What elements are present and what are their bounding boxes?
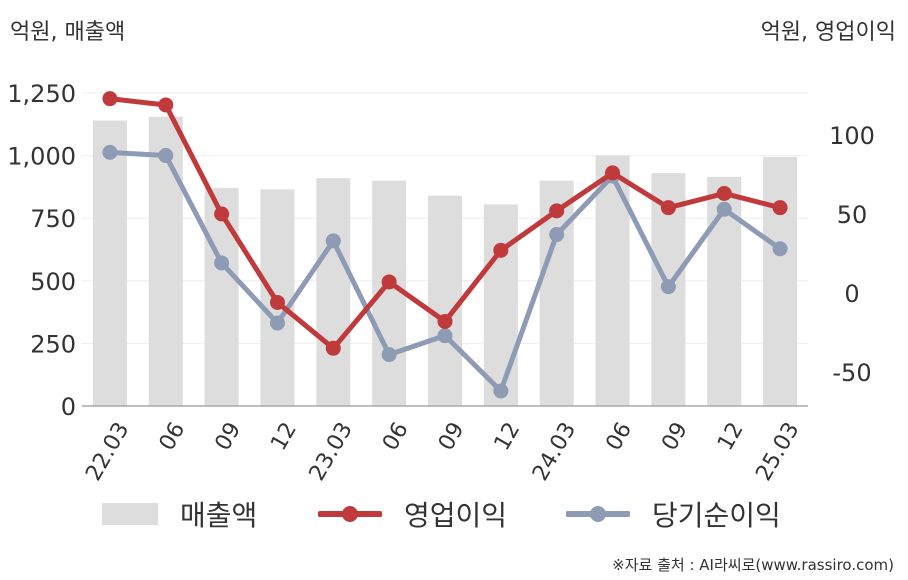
net-income-point bbox=[269, 315, 285, 331]
bar bbox=[428, 195, 462, 406]
operating-profit-point bbox=[269, 294, 285, 310]
legend-swatch-net-income bbox=[566, 506, 630, 522]
right-tick-label: -50 bbox=[832, 359, 871, 387]
operating-profit-point bbox=[660, 200, 676, 216]
right-tick-label: 50 bbox=[837, 201, 868, 229]
net-income-point bbox=[772, 241, 788, 257]
x-tick-label: 12 bbox=[266, 418, 302, 455]
bar bbox=[483, 204, 518, 406]
left-tick-label: 0 bbox=[61, 393, 76, 421]
net-income-point bbox=[214, 255, 230, 271]
left-tick-label: 1,250 bbox=[7, 80, 76, 108]
operating-profit-point bbox=[772, 200, 788, 216]
legend-item-operating-profit: 영업이익 bbox=[318, 494, 507, 534]
bar bbox=[148, 116, 183, 407]
legend-item-revenue: 매출액 bbox=[102, 494, 257, 534]
net-income-point bbox=[549, 227, 565, 243]
legend-swatch-revenue bbox=[102, 503, 158, 525]
operating-profit-point bbox=[549, 203, 565, 219]
left-tick-label: 250 bbox=[30, 330, 76, 358]
x-tick-label: 06 bbox=[155, 418, 191, 455]
left-tick-label: 500 bbox=[30, 268, 76, 296]
net-income-point bbox=[493, 383, 509, 399]
legend-label-net-income: 당기순이익 bbox=[652, 499, 781, 532]
operating-profit-point bbox=[325, 340, 341, 356]
x-tick-label: 09 bbox=[657, 418, 693, 455]
net-income-point bbox=[325, 233, 341, 249]
right-tick-label: 100 bbox=[829, 122, 875, 150]
bar bbox=[763, 156, 798, 406]
operating-profit-point bbox=[158, 97, 174, 113]
chart-plot: 0 250 500 750 1,000 1,250 -50 0 50 100 22.03 06 09 12… bbox=[7, 80, 875, 485]
x-tick-label: 12 bbox=[490, 418, 526, 455]
operating-profit-point bbox=[716, 185, 732, 201]
source-note: ※자료 출처 : AI라씨로(www.rassiro.com) bbox=[612, 556, 894, 574]
legend-label-revenue: 매출액 bbox=[180, 499, 258, 532]
x-tick-label: 23.03 bbox=[305, 418, 358, 485]
legend-item-net-income: 당기순이익 bbox=[566, 494, 781, 534]
operating-profit-point bbox=[493, 242, 509, 258]
net-income-point bbox=[102, 144, 118, 160]
x-tick-label: 09 bbox=[210, 418, 246, 455]
operating-profit-point bbox=[381, 274, 397, 290]
x-tick-label: 09 bbox=[434, 418, 470, 455]
operating-profit-point bbox=[214, 206, 230, 222]
bar bbox=[595, 155, 630, 406]
net-income-point bbox=[660, 279, 676, 295]
x-tick-label: 22.03 bbox=[81, 418, 134, 485]
x-tick-label: 06 bbox=[601, 418, 637, 455]
operating-profit-point bbox=[437, 313, 453, 329]
net-income-point bbox=[158, 148, 174, 164]
legend-label-operating-profit: 영업이익 bbox=[404, 499, 508, 532]
legend: 매출액 영업이익 당기순이익 bbox=[0, 494, 908, 534]
x-tick-label: 06 bbox=[378, 418, 414, 455]
bar bbox=[316, 178, 351, 406]
left-tick-label: 1,000 bbox=[7, 143, 76, 171]
operating-profit-point bbox=[102, 91, 118, 107]
right-axis-unit-label: 억원, 영업이익 bbox=[760, 20, 896, 45]
bar bbox=[204, 188, 239, 406]
x-tick-label: 24.03 bbox=[528, 418, 581, 485]
x-tick-label: 12 bbox=[713, 418, 749, 455]
net-income-point bbox=[716, 201, 732, 217]
left-tick-label: 750 bbox=[30, 205, 76, 233]
operating-profit-point bbox=[605, 165, 621, 181]
x-tick-label: 25.03 bbox=[751, 418, 804, 485]
legend-swatch-operating-profit bbox=[318, 506, 382, 522]
left-axis-unit-label: 억원, 매출액 bbox=[10, 20, 126, 45]
net-income-point bbox=[437, 328, 453, 344]
net-income-point bbox=[381, 347, 397, 363]
right-tick-label: 0 bbox=[844, 280, 859, 308]
bar bbox=[92, 120, 127, 406]
